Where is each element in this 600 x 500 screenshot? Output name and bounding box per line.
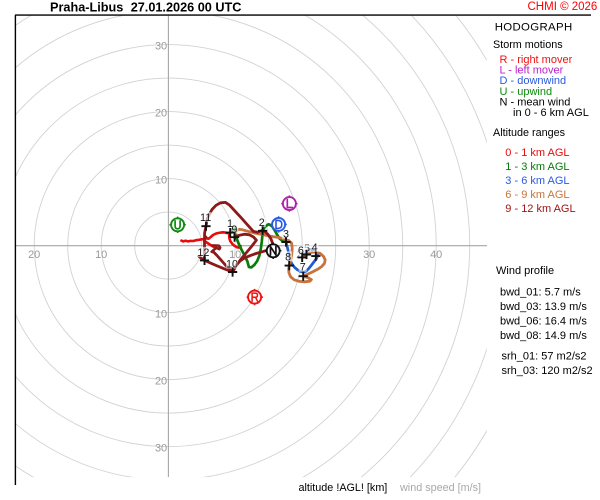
svg-text:20: 20: [155, 376, 167, 388]
svg-text:L - left mover: L - left mover: [500, 65, 564, 77]
svg-text:1: 1: [227, 218, 233, 230]
svg-text:HODOGRAPH: HODOGRAPH: [495, 21, 573, 33]
svg-text:2: 2: [259, 217, 265, 229]
svg-text:Praha-Libus: Praha-Libus: [50, 0, 123, 14]
svg-text:11: 11: [200, 212, 211, 224]
svg-text:srh_01: 57 m2/s2: srh_01: 57 m2/s2: [502, 350, 587, 362]
svg-text:7: 7: [300, 262, 306, 274]
svg-text:10: 10: [226, 259, 238, 271]
svg-text:Storm motions: Storm motions: [493, 39, 563, 51]
svg-text:bwd_03: 13.9 m/s: bwd_03: 13.9 m/s: [500, 301, 587, 313]
svg-text:40: 40: [430, 249, 442, 261]
svg-text:12: 12: [197, 247, 209, 259]
svg-text:0 - 1 km AGL: 0 - 1 km AGL: [505, 147, 569, 159]
svg-text:bwd_06: 16.4 m/s: bwd_06: 16.4 m/s: [500, 315, 587, 327]
svg-text:3 - 6 km AGL: 3 - 6 km AGL: [505, 175, 569, 187]
svg-text:9: 9: [231, 224, 237, 236]
svg-text:bwd_08: 14.9 m/s: bwd_08: 14.9 m/s: [500, 330, 587, 342]
svg-text:30: 30: [155, 443, 167, 455]
svg-text:bwd_01: 5.7 m/s: bwd_01: 5.7 m/s: [500, 286, 581, 298]
svg-text:3: 3: [283, 229, 289, 241]
svg-text:20: 20: [155, 108, 167, 120]
svg-text:6: 6: [298, 245, 304, 257]
svg-text:27.01.2026 00 UTC: 27.01.2026 00 UTC: [131, 0, 242, 14]
svg-text:R - right mover: R - right mover: [500, 54, 573, 66]
svg-text:N - mean wind: N - mean wind: [500, 96, 571, 108]
svg-text:6 - 9 km AGL: 6 - 9 km AGL: [505, 189, 569, 201]
svg-text:D - downwind: D - downwind: [500, 75, 567, 87]
svg-text:Wind profile: Wind profile: [496, 265, 554, 277]
svg-text:wind speed [m/s]: wind speed [m/s]: [399, 482, 481, 494]
svg-text:9 - 12 km AGL: 9 - 12 km AGL: [505, 203, 575, 215]
svg-text:10: 10: [155, 309, 167, 321]
svg-text:srh_03: 120 m2/s2: srh_03: 120 m2/s2: [502, 365, 593, 377]
svg-text:10: 10: [95, 249, 107, 261]
svg-text:4: 4: [312, 242, 318, 254]
svg-text:10: 10: [155, 175, 167, 187]
svg-text:1 - 3 km AGL: 1 - 3 km AGL: [505, 161, 569, 173]
svg-text:30: 30: [155, 41, 167, 53]
svg-text:8: 8: [285, 251, 291, 263]
svg-text:30: 30: [363, 249, 375, 261]
svg-text:altitude !AGL! [km]: altitude !AGL! [km]: [299, 482, 388, 494]
svg-text:in 0 - 6 km AGL: in 0 - 6 km AGL: [513, 107, 589, 119]
svg-text:20: 20: [28, 249, 40, 261]
svg-text:10: 10: [229, 249, 241, 261]
svg-text:CHMI © 2026: CHMI © 2026: [528, 1, 598, 13]
svg-text:U - upwind: U - upwind: [500, 86, 553, 98]
svg-text:Altitude ranges: Altitude ranges: [493, 127, 566, 139]
